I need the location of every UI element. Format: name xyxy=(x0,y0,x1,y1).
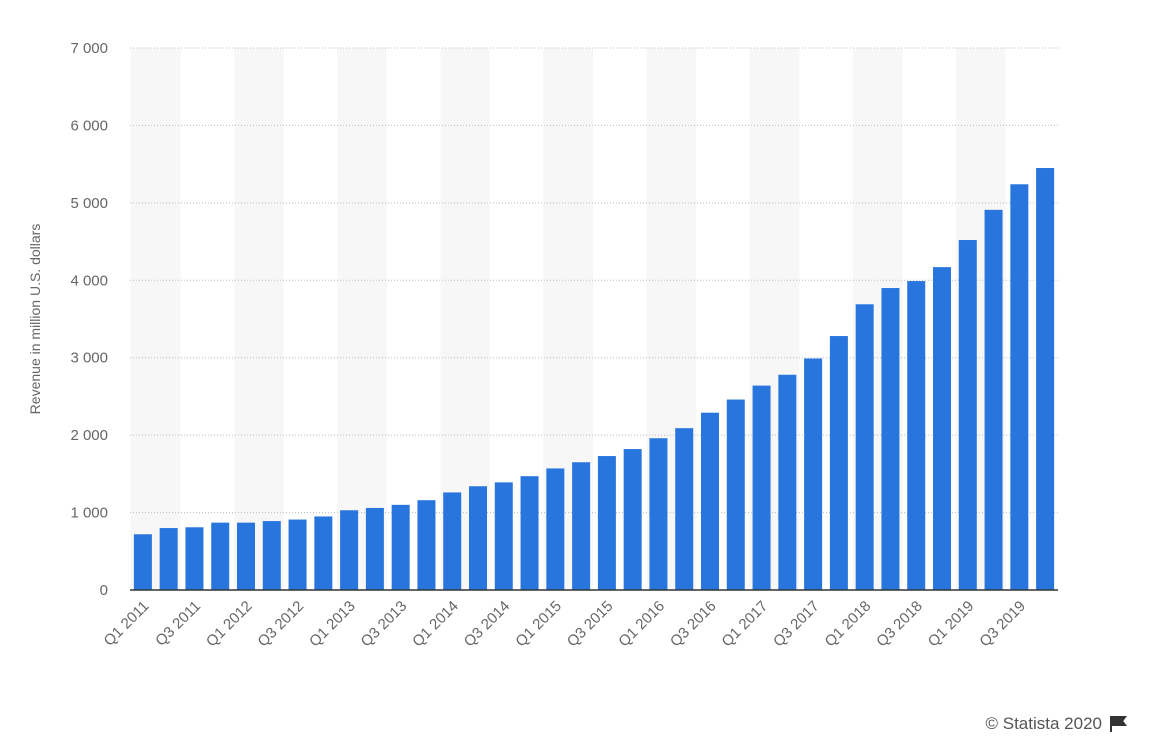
bar xyxy=(881,288,900,590)
bar xyxy=(597,456,616,590)
x-tick-label: Q3 2018 xyxy=(873,598,926,651)
x-tick-label: Q1 2017 xyxy=(718,598,771,651)
y-tick-label: 1 000 xyxy=(70,505,108,522)
bar xyxy=(1010,184,1029,590)
x-tick-label: Q1 2018 xyxy=(822,598,875,651)
y-tick-label: 0 xyxy=(100,582,108,599)
x-tick-label: Q3 2015 xyxy=(564,598,617,651)
x-tick-label: Q3 2012 xyxy=(254,598,307,651)
x-tick-label: Q1 2012 xyxy=(203,598,256,651)
x-tick-label: Q1 2013 xyxy=(306,598,359,651)
bar xyxy=(778,374,797,590)
bar xyxy=(623,449,642,590)
bar xyxy=(701,412,719,590)
x-tick-label: Q3 2016 xyxy=(667,598,720,651)
bar xyxy=(546,468,565,590)
y-tick-label: 5 000 xyxy=(70,195,108,212)
bar xyxy=(752,385,771,590)
bar xyxy=(159,528,178,590)
bar xyxy=(933,267,951,590)
bar xyxy=(391,504,410,590)
band-shade xyxy=(337,48,387,590)
y-tick-label: 3 000 xyxy=(70,350,108,367)
bar xyxy=(365,507,384,590)
x-tick-label: Q1 2011 xyxy=(101,598,153,650)
bar xyxy=(907,281,926,590)
bar xyxy=(494,482,513,590)
bar xyxy=(340,510,359,590)
band-shade xyxy=(234,48,284,590)
y-tick-label: 6 000 xyxy=(70,117,108,134)
bar xyxy=(314,516,333,590)
bar xyxy=(649,438,668,590)
y-axis-label: Revenue in million U.S. dollars xyxy=(27,224,43,415)
bar xyxy=(443,492,462,590)
x-tick-label: Q3 2019 xyxy=(976,598,1029,651)
bar xyxy=(958,240,977,590)
source[interactable]: © Statista 2020 xyxy=(986,714,1103,733)
x-tick-label: Q3 2017 xyxy=(770,598,823,651)
bar xyxy=(829,336,848,590)
bar xyxy=(262,521,281,590)
plot: 0 1 000 2 000 3 000 4 000 5 000 6 000 7 000 Q1 2… xyxy=(70,40,1058,650)
flag-icon[interactable] xyxy=(1110,716,1127,732)
bar xyxy=(572,462,591,590)
x-tick-label: Q1 2019 xyxy=(925,598,978,651)
bar xyxy=(804,358,823,590)
band-shade xyxy=(131,48,181,590)
y-tick-label: 4 000 xyxy=(70,272,108,289)
x-tick-label: Q1 2016 xyxy=(615,598,668,651)
y-tick-label: 7 000 xyxy=(70,40,108,57)
x-tick-label: Q1 2014 xyxy=(409,598,462,651)
bar xyxy=(133,534,152,590)
bar xyxy=(185,527,204,590)
bar xyxy=(984,209,1003,590)
x-tick-label: Q3 2013 xyxy=(358,598,411,651)
bar xyxy=(520,476,539,590)
bar xyxy=(288,519,307,590)
bar xyxy=(469,486,487,590)
bar xyxy=(211,522,230,590)
bar xyxy=(417,500,436,590)
bar xyxy=(1036,168,1055,590)
bar xyxy=(237,522,255,590)
x-tick-label: Q3 2014 xyxy=(461,598,514,651)
bar xyxy=(855,304,874,590)
bar xyxy=(726,399,745,590)
x-tick-label: Q1 2015 xyxy=(512,598,565,651)
x-tick-label: Q3 2011 xyxy=(152,598,204,650)
y-tick-label: 2 000 xyxy=(70,427,108,444)
bar xyxy=(675,428,694,590)
